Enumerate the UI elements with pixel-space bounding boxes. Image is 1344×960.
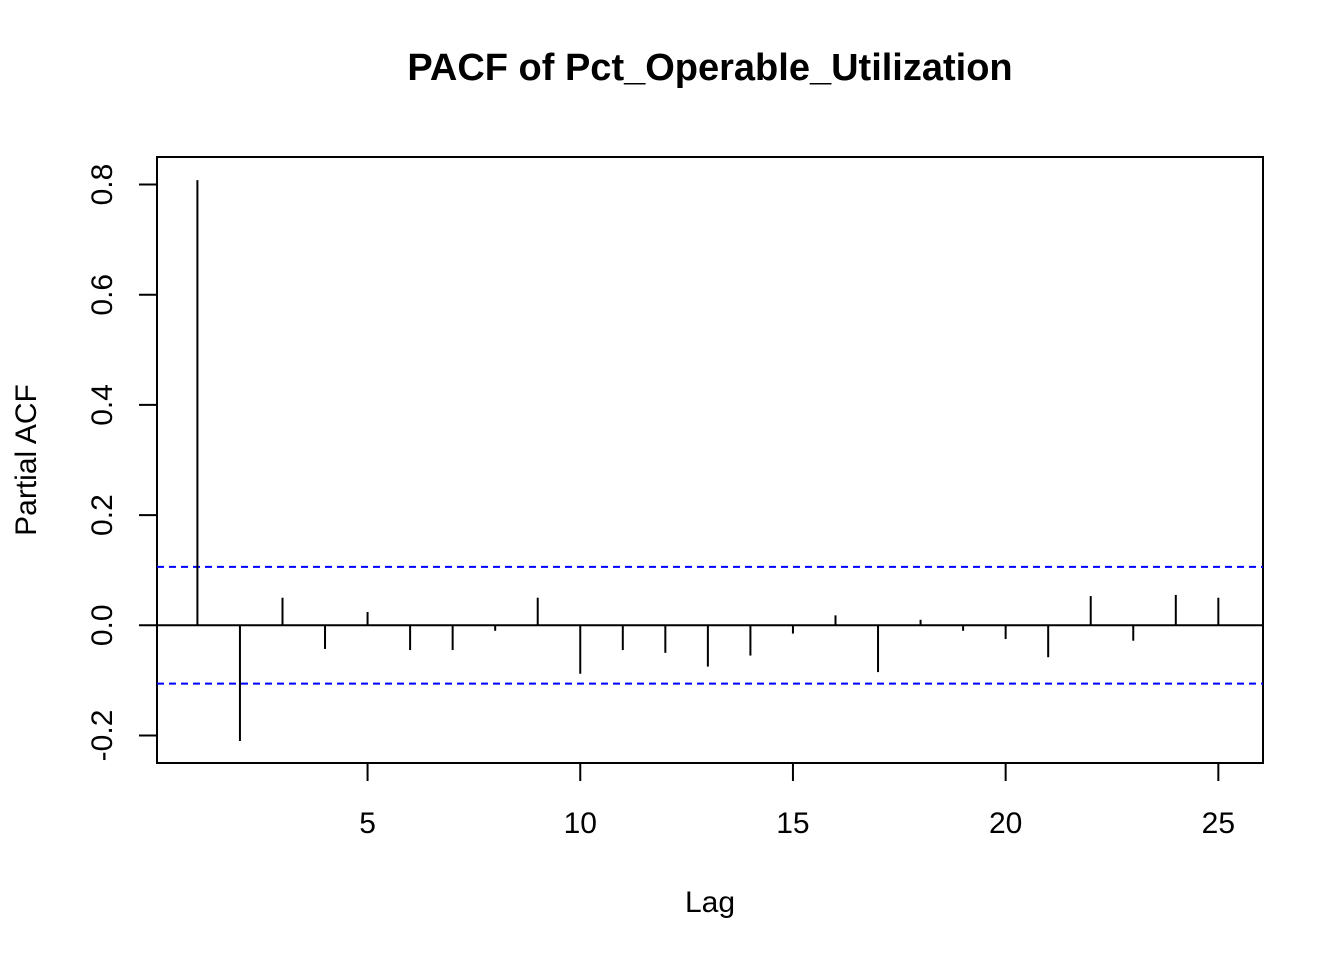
- x-axis-label: Lag: [685, 886, 735, 919]
- x-tick-label: 10: [564, 807, 597, 840]
- x-tick-label: 15: [776, 807, 809, 840]
- chart-title: PACF of Pct_Operable_Utilization: [407, 47, 1012, 89]
- x-tick-label: 5: [359, 807, 376, 840]
- x-tick-label: 25: [1202, 807, 1235, 840]
- plot-frame: [156, 156, 1264, 764]
- y-axis-label: Partial ACF: [10, 384, 43, 536]
- y-tick-label: 0.2: [86, 494, 119, 536]
- y-tick-label: 0.6: [86, 274, 119, 316]
- x-tick-label: 20: [989, 807, 1022, 840]
- y-tick-label: 0.4: [86, 384, 119, 426]
- y-tick-label: 0.0: [86, 604, 119, 646]
- y-tick-label: -0.2: [86, 710, 119, 762]
- chart-marks: 5 10 15 20 25 -0.2 0.0 0.2 0.4 0.6 0.8: [86, 164, 1263, 840]
- y-tick-label: 0.8: [86, 164, 119, 206]
